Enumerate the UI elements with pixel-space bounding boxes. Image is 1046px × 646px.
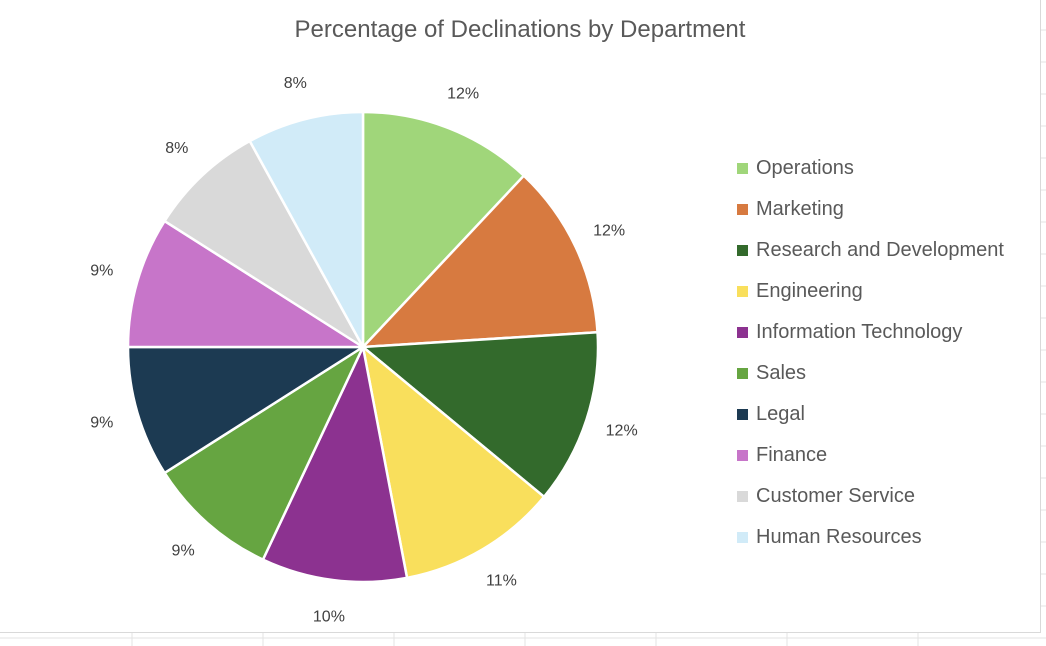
legend-label: Operations — [756, 157, 854, 179]
legend-label: Sales — [756, 362, 807, 384]
data-label-customer-service: 8% — [165, 140, 188, 157]
legend-swatch — [737, 450, 748, 461]
legend-label: Finance — [756, 444, 828, 466]
legend-label: Engineering — [756, 280, 863, 302]
legend-label: Human Resources — [756, 526, 922, 548]
legend-swatch — [737, 368, 748, 379]
legend-swatch — [737, 245, 748, 256]
data-label-finance: 9% — [90, 263, 113, 280]
legend-item[interactable]: Marketing — [737, 189, 1004, 230]
legend-label: Information Technology — [756, 321, 963, 343]
data-label-marketing: 12% — [593, 223, 625, 240]
legend: Operations Marketing Research and Developm… — [737, 148, 1004, 558]
legend-item[interactable]: Information Technology — [737, 312, 1004, 353]
data-label-information-technology: 10% — [313, 608, 345, 625]
legend-item[interactable]: Sales — [737, 353, 1004, 394]
legend-item[interactable]: Engineering — [737, 271, 1004, 312]
data-label-sales: 9% — [172, 543, 195, 560]
legend-item[interactable]: Legal — [737, 394, 1004, 435]
legend-item[interactable]: Finance — [737, 435, 1004, 476]
chart-area[interactable]: Percentage of Declinations by Department… — [0, 0, 1041, 633]
legend-swatch — [737, 204, 748, 215]
data-label-legal: 9% — [90, 414, 113, 431]
legend-swatch — [737, 327, 748, 338]
legend-label: Marketing — [756, 198, 844, 220]
pie-slice-engineering[interactable] — [361, 345, 546, 580]
pie-slice-marketing[interactable] — [361, 174, 599, 349]
legend-label: Legal — [756, 403, 805, 425]
legend-swatch — [737, 163, 748, 174]
legend-item[interactable]: Operations — [737, 148, 1004, 189]
pie-slice-customer-service[interactable] — [163, 139, 365, 349]
pie-chart[interactable]: 12% 12% 12% 11% 10% 9% 9% 9% 8% 8% — [0, 0, 1040, 632]
data-label-human-resources: 8% — [284, 75, 307, 92]
data-label-engineering: 11% — [486, 573, 517, 590]
legend-item[interactable]: Research and Development — [737, 230, 1004, 271]
legend-label: Research and Development — [756, 239, 1004, 261]
pie-slice-research-and-development[interactable] — [361, 330, 600, 499]
pie-slice-human-resources[interactable] — [248, 110, 365, 349]
pie-slice-legal[interactable] — [126, 345, 365, 475]
legend-item[interactable]: Human Resources — [737, 517, 1004, 558]
pie-slice-finance[interactable] — [126, 219, 365, 349]
legend-swatch — [737, 409, 748, 420]
legend-swatch — [737, 491, 748, 502]
pie-slice-operations[interactable] — [361, 110, 526, 349]
legend-item[interactable]: Customer Service — [737, 476, 1004, 517]
data-label-research-and-development: 12% — [606, 423, 638, 440]
pie-slice-sales[interactable] — [163, 345, 365, 561]
chart-title: Percentage of Declinations by Department — [294, 16, 746, 43]
legend-swatch — [737, 532, 748, 543]
data-label-operations: 12% — [447, 86, 479, 103]
pie-slice-information-technology[interactable] — [261, 345, 409, 584]
legend-label: Customer Service — [756, 485, 915, 507]
legend-swatch — [737, 286, 748, 297]
